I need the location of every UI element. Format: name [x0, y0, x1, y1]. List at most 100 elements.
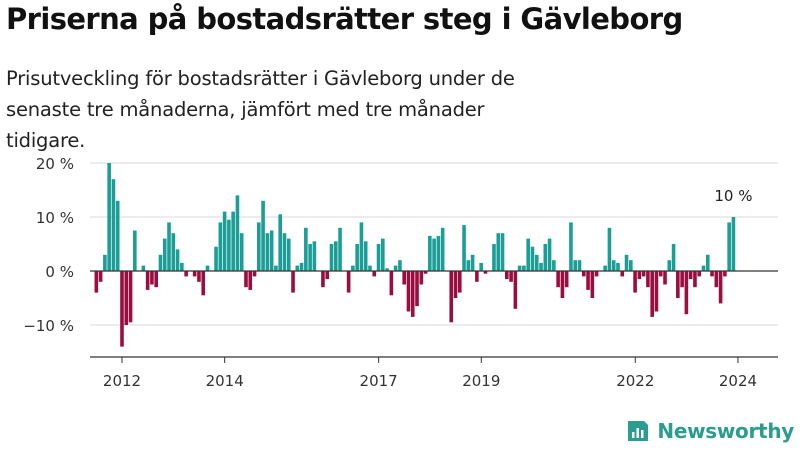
bar — [590, 271, 595, 298]
bar — [505, 271, 509, 280]
bar — [718, 271, 723, 304]
bar — [376, 244, 381, 271]
bar — [278, 214, 282, 271]
bar — [325, 271, 330, 280]
bar — [616, 262, 620, 271]
bar — [470, 254, 475, 271]
bar — [564, 271, 569, 288]
bar — [333, 241, 338, 271]
bar — [94, 271, 99, 293]
bar — [423, 271, 428, 274]
bar — [299, 262, 304, 271]
bar — [637, 271, 642, 280]
bar — [693, 271, 697, 288]
bar — [197, 271, 201, 282]
bar — [205, 265, 210, 271]
bar — [496, 233, 501, 271]
bar — [201, 271, 206, 296]
bar — [569, 222, 573, 271]
bar — [145, 271, 150, 290]
bar — [573, 260, 578, 271]
bar — [359, 222, 364, 271]
bar — [522, 265, 526, 271]
bar — [103, 254, 107, 271]
bar — [483, 271, 488, 274]
bar — [688, 271, 693, 280]
bar — [368, 265, 372, 271]
bar — [252, 271, 257, 277]
bar — [513, 271, 518, 309]
x-tick-label: 2017 — [360, 372, 398, 390]
bar — [124, 271, 129, 325]
bar — [218, 222, 223, 271]
bar — [607, 227, 612, 271]
bar — [321, 271, 325, 288]
bar — [286, 238, 291, 271]
bar — [184, 271, 188, 277]
bar — [192, 271, 197, 277]
bar — [436, 235, 441, 271]
y-tick-label: 0 % — [45, 263, 74, 281]
bar — [111, 179, 116, 271]
bar — [723, 271, 727, 277]
bar — [654, 271, 659, 312]
x-tick-label: 2012 — [103, 372, 141, 390]
bar — [257, 222, 261, 271]
bar — [141, 265, 146, 271]
bar — [231, 211, 235, 271]
bar — [667, 260, 672, 271]
bar — [731, 217, 736, 271]
bar — [363, 241, 368, 271]
bar — [663, 271, 667, 285]
bar — [500, 233, 505, 271]
bar — [428, 235, 432, 271]
bar — [603, 265, 607, 271]
bar — [265, 233, 270, 271]
bar — [346, 271, 351, 293]
bar — [312, 241, 317, 271]
bar — [710, 271, 714, 277]
bar — [381, 238, 385, 271]
bar — [329, 244, 334, 271]
bar — [727, 222, 731, 271]
brand-logo[interactable]: Newsworthy — [625, 418, 794, 444]
bar — [308, 244, 312, 271]
bar — [633, 271, 637, 293]
bar — [676, 271, 680, 298]
bar — [543, 244, 548, 271]
bar — [534, 254, 539, 271]
bar — [624, 254, 629, 271]
bar — [462, 225, 466, 271]
bar — [372, 271, 377, 277]
bar — [222, 211, 227, 271]
bar — [291, 271, 295, 293]
bar — [684, 271, 689, 315]
bar — [586, 271, 590, 290]
x-tick-label: 2014 — [206, 372, 244, 390]
bar — [154, 271, 158, 288]
bar — [479, 262, 483, 271]
bar — [175, 249, 180, 271]
bar — [449, 271, 454, 323]
bar — [115, 200, 120, 271]
bar — [611, 260, 616, 271]
bar — [338, 227, 342, 271]
bar — [539, 262, 543, 271]
bar — [120, 271, 124, 347]
bar — [398, 260, 402, 271]
bar — [509, 271, 513, 282]
newsworthy-logo-icon — [628, 421, 649, 441]
bar — [646, 271, 650, 288]
bar — [419, 271, 424, 285]
bar — [406, 271, 411, 312]
bar — [158, 254, 163, 271]
bar — [167, 222, 171, 271]
bar — [128, 271, 133, 323]
bar — [171, 233, 176, 271]
bar — [107, 163, 111, 271]
bar — [581, 271, 586, 277]
bar — [556, 271, 560, 288]
bar — [295, 265, 300, 271]
bar — [714, 271, 719, 288]
